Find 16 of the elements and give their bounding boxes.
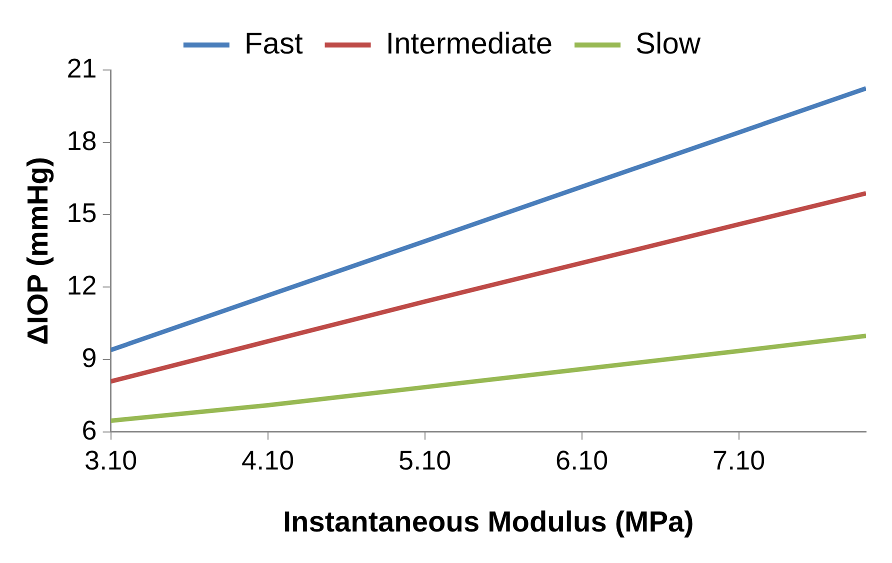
x-tick-label: 4.10 bbox=[242, 445, 294, 476]
legend-label: Intermediate bbox=[386, 27, 553, 60]
x-tick-label: 5.10 bbox=[398, 445, 452, 476]
y-tick-label: 15 bbox=[66, 198, 97, 228]
x-tick-label: 7.10 bbox=[712, 445, 766, 476]
x-tick-label: 6.10 bbox=[556, 445, 608, 476]
y-tick-label: 12 bbox=[66, 270, 97, 301]
legend-label: Slow bbox=[636, 27, 701, 60]
legend-label: Fast bbox=[244, 27, 304, 60]
y-tick-label: 21 bbox=[66, 53, 97, 84]
y-tick-label: 9 bbox=[82, 342, 97, 373]
x-tick-label: 3.10 bbox=[84, 445, 138, 476]
y-tick-label: 6 bbox=[82, 415, 97, 446]
y-axis-title: ΔIOP (mmHg) bbox=[22, 156, 54, 345]
y-tick-label: 18 bbox=[66, 126, 97, 156]
x-axis-title: Instantaneous Modulus (MPa) bbox=[282, 506, 694, 539]
